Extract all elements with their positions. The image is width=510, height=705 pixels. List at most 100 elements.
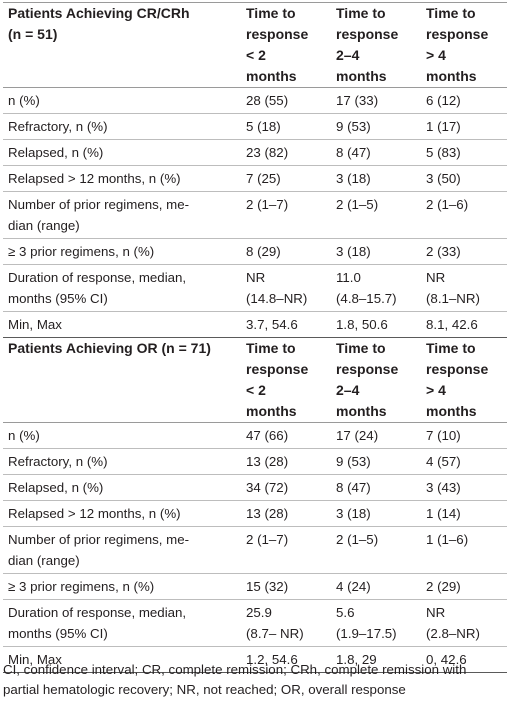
row-label-line: Min, Max [8,652,62,667]
table-cell: 8 (47) [331,139,421,166]
table-row: Relapsed, n (%) 23 (82) 8 (47) 5 (83) [3,139,507,166]
column-header: Time to response < 2 months [241,3,331,88]
table-row: Number of prior regimens, me-dian (range… [3,191,507,239]
cell-value: NR [426,270,446,285]
cell-value: 7 (10) [426,428,461,443]
row-label-line: Duration of response, median, [8,270,187,285]
cell-value: 8.1, 42.6 [426,317,478,332]
column-header-line: months [246,403,297,419]
table-cell: 1 (17) [421,113,507,140]
column-header-line: response [246,26,309,42]
table-cell: NR (8.1–NR) [421,264,507,312]
table-cell: 17 (33) [331,87,421,114]
table-cell: 2 (33) [421,238,507,265]
row-label: n (%) [3,422,241,449]
row-label: Relapsed > 12 months, n (%) [3,500,241,527]
table-cell: 34 (72) [241,474,331,501]
cell-value: 0, 42.6 [426,652,467,667]
table-cell: 2 (1–5) [331,191,421,239]
row-label: n (%) [3,87,241,114]
row-label: Refractory, n (%) [3,113,241,140]
table-cell: 3 (18) [331,238,421,265]
column-header-line: < 2 [246,382,266,398]
row-label: Min, Max [3,646,241,673]
row-label: ≥ 3 prior regimens, n (%) [3,573,241,600]
table-cell: 9 (53) [331,113,421,140]
column-header-line: Time to [246,5,296,21]
cell-value: 3 (18) [336,244,371,259]
row-label: Relapsed, n (%) [3,474,241,501]
column-header-line: < 2 [246,47,266,63]
row-label-line: Relapsed, n (%) [8,145,104,160]
table-cell: 9 (53) [331,448,421,475]
row-label-line: Min, Max [8,317,62,332]
table-cell: NR (2.8–NR) [421,599,507,647]
table-body: Patients Achieving CR/CRh (n = 51) Time to… [3,3,507,673]
table-row: Relapsed > 12 months, n (%) 13 (28) 3 (18)… [3,500,507,527]
table-cell: 8 (29) [241,238,331,265]
response-table: Patients Achieving CR/CRh (n = 51) Time to… [3,3,507,673]
table-container: Patients Achieving CR/CRh (n = 51) Time to… [3,3,507,673]
cell-value: 11.0 [336,270,361,285]
cell-value: NR [246,270,266,285]
cell-value: 28 (55) [246,93,289,108]
group-title-line: Patients Achieving CR/CRh [8,5,190,21]
column-header-line: Time to [426,340,476,356]
column-header-line: response [426,361,489,377]
cell-value: 17 (33) [336,93,379,108]
cell-value: 9 (53) [336,119,371,134]
row-label-line: dian (range) [8,218,80,233]
table-cell: 11.0 (4.8–15.7) [331,264,421,312]
table-cell: 4 (24) [331,573,421,600]
table-cell: 47 (66) [241,422,331,449]
cell-value: 1.8, 29 [336,652,377,667]
cell-value: 8 (47) [336,480,371,495]
table-cell: 1 (14) [421,500,507,527]
cell-value: 2 (1–7) [246,532,289,547]
table-cell: 23 (82) [241,139,331,166]
row-label-line: ≥ 3 prior regimens, n (%) [8,244,155,259]
row-label: Relapsed, n (%) [3,139,241,166]
row-label: Min, Max [3,311,241,338]
table-cell: 1.2, 54.6 [241,646,331,673]
table-cell: 13 (28) [241,448,331,475]
table-cell: 25.9 (8.7– NR) [241,599,331,647]
table-row: Refractory, n (%) 5 (18) 9 (53) 1 (17) [3,113,507,140]
cell-value: 2 (1–5) [336,532,379,547]
column-header-line: response [426,26,489,42]
cell-value: 17 (24) [336,428,379,443]
table-row: Duration of response, median, months (95%… [3,599,507,647]
cell-value: 1 (17) [426,119,461,134]
table-row: Duration of response, median, months (95%… [3,264,507,312]
top-rule [3,2,507,3]
row-label-line: months (95% CI) [8,626,108,641]
cell-value: (8.7– NR) [246,626,304,641]
group-title: Patients Achieving OR (n = 71) [3,338,241,423]
table-cell: 2 (1–6) [421,191,507,239]
table-cell: 3 (43) [421,474,507,501]
row-label: Relapsed > 12 months, n (%) [3,165,241,192]
table-cell: 3 (50) [421,165,507,192]
table-cell: 0, 42.6 [421,646,507,673]
row-label-line: n (%) [8,428,40,443]
column-header-line: months [426,68,477,84]
cell-value: 13 (28) [246,454,289,469]
column-header-line: 2–4 [336,382,360,398]
cell-value: 3 (50) [426,171,461,186]
row-label: Number of prior regimens, me-dian (range… [3,526,241,574]
column-header-line: 2–4 [336,47,360,63]
table-cell: 5 (18) [241,113,331,140]
column-header: Time to response > 4 months [421,338,507,423]
table-cell: 7 (25) [241,165,331,192]
column-header-line: Time to [426,5,476,21]
cell-value: 2 (1–6) [426,197,469,212]
table-cell: 3 (18) [331,500,421,527]
column-header-line: months [246,68,297,84]
cell-value: (4.8–15.7) [336,291,397,306]
row-label: Duration of response, median, months (95%… [3,264,241,312]
column-header: Time to response 2–4 months [331,338,421,423]
table-row: Min, Max 1.2, 54.6 1.8, 29 0, 42.6 [3,646,507,673]
row-label-line: Refractory, n (%) [8,454,108,469]
table-cell: NR (14.8–NR) [241,264,331,312]
cell-value: 1.2, 54.6 [246,652,298,667]
